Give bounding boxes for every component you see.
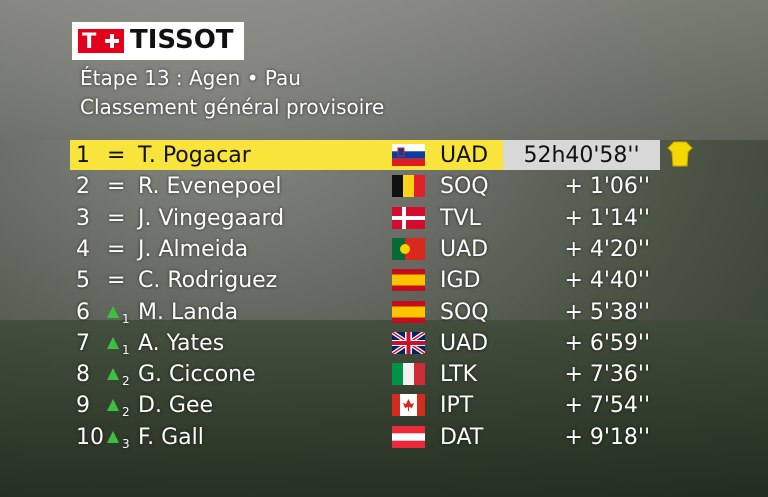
up-arrow-shape xyxy=(107,305,119,318)
team: IGD xyxy=(440,268,481,294)
movement: 3 xyxy=(122,436,130,451)
team: LTK xyxy=(440,362,478,388)
standings-row: 7 1 A. Yates UAD + 6'59'' xyxy=(0,328,768,359)
standings-row: 5 = C. Rodriguez IGD + 4'40'' xyxy=(0,265,768,296)
movement: 2 xyxy=(122,405,130,420)
movement: = xyxy=(107,143,126,168)
time: + 7'36'' xyxy=(564,362,650,388)
logo-text: TISSOT xyxy=(130,25,234,55)
flag xyxy=(392,331,425,354)
team: UAD xyxy=(440,236,489,262)
leader-bar xyxy=(70,140,503,170)
flag xyxy=(392,144,425,166)
rider-name: J. Almeida xyxy=(138,236,249,262)
time: + 1'14'' xyxy=(564,205,650,231)
team: SOQ xyxy=(440,299,489,325)
flag xyxy=(392,300,425,323)
movement: = xyxy=(107,205,126,231)
rank: 5 xyxy=(76,268,90,294)
rider-name: M. Landa xyxy=(138,299,239,325)
standings-row: 10 3 F. Gall DAT + 9'18'' xyxy=(0,422,768,453)
up-arrow xyxy=(107,336,119,349)
movement: 1 xyxy=(122,342,130,357)
up-arrow xyxy=(107,430,119,443)
up-arrow-shape xyxy=(107,368,119,381)
flag xyxy=(392,269,425,292)
rider-name: R. Evenepoel xyxy=(138,174,282,200)
flag xyxy=(392,175,425,198)
up-arrow xyxy=(107,368,119,381)
time: + 5'38'' xyxy=(564,299,650,325)
movement: = xyxy=(107,236,126,262)
time: + 7'54'' xyxy=(564,393,650,419)
leader-time-box xyxy=(503,140,660,170)
movement: 1 xyxy=(122,311,130,326)
movement: 2 xyxy=(122,374,130,389)
up-arrow-shape xyxy=(107,430,119,443)
team: TVL xyxy=(440,205,481,231)
standings-row: 6 1 M. Landa SOQ + 5'38'' xyxy=(0,297,768,328)
team: UAD xyxy=(440,330,489,356)
standings-row: 9 2 D. Gee IPT + 7'54'' xyxy=(0,390,768,421)
rank: 9 xyxy=(76,393,90,419)
time: 52h40'58'' xyxy=(523,143,640,168)
time: + 6'59'' xyxy=(564,330,650,356)
standings-row: 3 = J. Vingegaard TVL + 1'14'' xyxy=(0,203,768,234)
yellow-jersey-icon xyxy=(667,141,693,167)
subtitle: Classement général provisoire xyxy=(80,95,385,119)
rank: 7 xyxy=(76,330,90,356)
flag xyxy=(392,425,425,448)
movement: = xyxy=(107,268,126,294)
movement: = xyxy=(107,174,126,200)
rider-name: J. Vingegaard xyxy=(138,205,285,231)
rank: 4 xyxy=(76,236,90,262)
logo-box: T TISSOT xyxy=(72,22,244,60)
team: UAD xyxy=(440,143,489,168)
rider-name: G. Ciccone xyxy=(138,362,256,388)
rider-name: D. Gee xyxy=(138,393,214,419)
rank: 1 xyxy=(76,143,90,168)
flag xyxy=(392,394,425,417)
up-arrow-shape xyxy=(107,336,119,349)
rank: 2 xyxy=(76,174,90,200)
logo-mark: T xyxy=(82,29,97,53)
up-arrow xyxy=(107,399,119,412)
rank: 10 xyxy=(76,424,104,450)
flag xyxy=(392,206,425,229)
logo-cross xyxy=(105,39,119,43)
time: + 4'20'' xyxy=(564,236,650,262)
flag xyxy=(392,363,425,386)
team: IPT xyxy=(440,393,474,419)
stage-title: Étape 13 : Agen • Pau xyxy=(80,66,301,90)
rank: 6 xyxy=(76,299,90,325)
up-arrow xyxy=(107,305,119,318)
time: + 1'06'' xyxy=(564,174,650,200)
logo-mark-box: T xyxy=(78,29,124,53)
time: + 4'40'' xyxy=(564,268,650,294)
team: DAT xyxy=(440,424,484,450)
rank: 8 xyxy=(76,362,90,388)
flag xyxy=(392,237,425,260)
team: SOQ xyxy=(440,174,489,200)
rider-name: T. Pogacar xyxy=(138,143,251,168)
standings-row: 1 = T. Pogacar UAD 52h40'58'' xyxy=(0,140,768,171)
rank: 3 xyxy=(76,205,90,231)
rider-name: A. Yates xyxy=(138,330,225,356)
rider-name: F. Gall xyxy=(138,424,204,450)
standings-row: 2 = R. Evenepoel SOQ + 1'06'' xyxy=(0,171,768,202)
rider-name: C. Rodriguez xyxy=(138,268,278,294)
standings-row: 4 = J. Almeida UAD + 4'20'' xyxy=(0,234,768,265)
standings-row: 8 2 G. Ciccone LTK + 7'36'' xyxy=(0,359,768,390)
background-trees xyxy=(0,320,768,497)
up-arrow-shape xyxy=(107,399,119,412)
time: + 9'18'' xyxy=(564,424,650,450)
